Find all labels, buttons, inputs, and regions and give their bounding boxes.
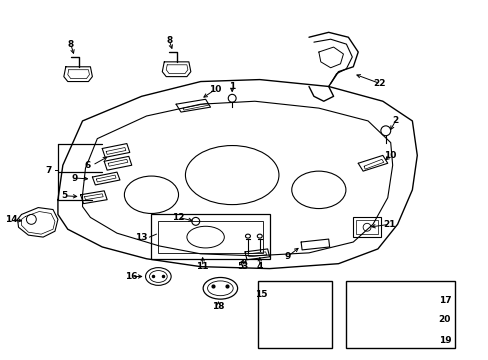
Text: 5: 5 [61,191,68,200]
Text: 10: 10 [384,151,396,160]
Text: 22: 22 [373,79,386,88]
Text: 9: 9 [284,252,290,261]
Text: 1: 1 [228,82,235,91]
Text: 4: 4 [256,262,263,271]
Bar [158,221,262,253]
Text: 16: 16 [125,272,138,281]
Text: 19: 19 [438,336,450,345]
Text: 17: 17 [438,296,450,305]
Text: 6: 6 [84,161,90,170]
Bar [356,220,377,234]
Text: 11: 11 [196,262,208,271]
Bar [352,217,380,237]
Text: 8: 8 [67,40,74,49]
Text: 3: 3 [241,262,246,271]
Text: 10: 10 [209,85,221,94]
Text: 12: 12 [171,213,184,222]
Bar [346,282,454,348]
Text: 8: 8 [166,36,172,45]
Text: 14: 14 [5,215,18,224]
Text: 2: 2 [392,116,398,125]
Text: 15: 15 [255,290,267,299]
Text: 13: 13 [135,233,147,242]
Bar [257,282,331,348]
Text: 20: 20 [438,315,450,324]
Text: 7: 7 [45,166,51,175]
Text: 18: 18 [212,302,224,311]
Bar [151,215,269,259]
Text: 5: 5 [237,262,243,271]
Text: 21: 21 [383,220,395,229]
Text: 9: 9 [71,174,78,183]
